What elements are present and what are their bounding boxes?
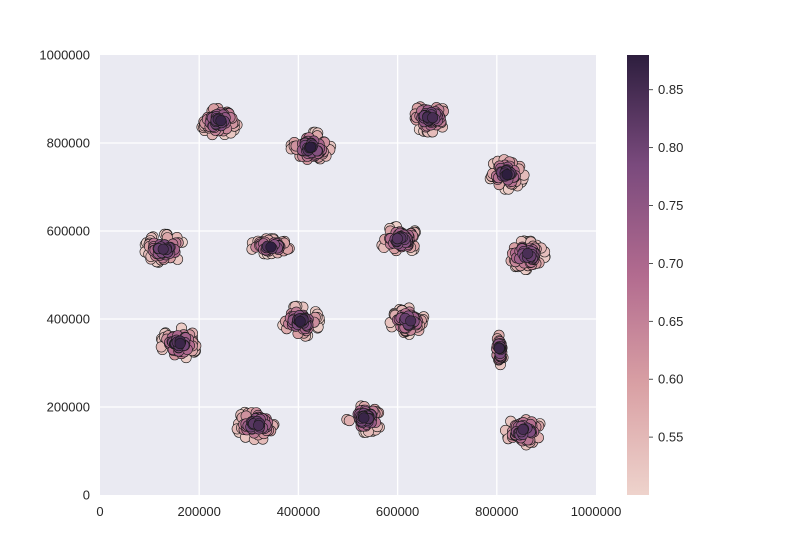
- x-tick-label: 800000: [475, 504, 518, 519]
- colorbar-tick-label: 0.80: [658, 140, 683, 155]
- cluster-6: [246, 233, 295, 260]
- x-tick-label: 200000: [178, 504, 221, 519]
- colorbar-tick-label: 0.70: [658, 256, 683, 271]
- cluster-13: [231, 406, 280, 445]
- colorbar-tick-label: 0.85: [658, 82, 683, 97]
- data-points: [139, 101, 551, 451]
- colorbar-tick-labels: 0.55 0.60 0.65 0.70 0.75 0.80 0.85: [649, 82, 683, 445]
- data-point: [522, 247, 534, 259]
- data-point: [265, 241, 277, 253]
- colorbar-tick-label: 0.75: [658, 198, 683, 213]
- data-point: [157, 243, 169, 255]
- y-tick-label: 1000000: [39, 48, 90, 63]
- data-point: [174, 338, 186, 350]
- cluster-1: [196, 103, 243, 141]
- data-point: [427, 112, 439, 124]
- data-point: [405, 315, 417, 327]
- data-point: [493, 342, 505, 354]
- x-tick-label: 1000000: [571, 504, 622, 519]
- colorbar-tick-label: 0.65: [658, 314, 683, 329]
- x-tick-label: 0: [96, 504, 103, 519]
- colorbar-tick-label: 0.55: [658, 430, 683, 445]
- data-point: [343, 415, 355, 427]
- x-tick-label: 400000: [277, 504, 320, 519]
- cluster-10: [277, 300, 325, 342]
- data-point: [305, 141, 317, 153]
- cluster-3: [409, 101, 449, 138]
- data-point: [517, 423, 529, 435]
- data-point: [391, 233, 403, 245]
- colorbar-gradient: [627, 55, 649, 495]
- cluster-15: [499, 414, 546, 451]
- data-point: [501, 169, 513, 181]
- y-tick-label: 200000: [47, 400, 90, 415]
- x-axis-tick-labels: 0 200000 400000 600000 800000 1000000: [96, 504, 621, 519]
- colorbar: 0.55 0.60 0.65 0.70 0.75 0.80 0.85: [627, 55, 683, 495]
- cluster-7: [376, 221, 421, 257]
- data-point: [294, 315, 306, 327]
- data-point: [253, 419, 265, 431]
- y-tick-label: 0: [83, 488, 90, 503]
- x-tick-label: 600000: [376, 504, 419, 519]
- cluster-9: [155, 322, 202, 364]
- cluster-2: [285, 126, 337, 165]
- data-point: [358, 412, 370, 424]
- cluster-12: [491, 329, 509, 371]
- y-axis-tick-labels: 0 200000 400000 600000 800000 1000000: [39, 48, 90, 503]
- cluster-11: [384, 302, 430, 340]
- colorbar-tick-label: 0.60: [658, 372, 683, 387]
- y-tick-label: 600000: [47, 224, 90, 239]
- cluster-8: [505, 235, 551, 275]
- data-point: [215, 115, 227, 127]
- y-tick-label: 400000: [47, 312, 90, 327]
- cluster-14: [341, 400, 385, 438]
- cluster-5: [139, 228, 188, 268]
- y-tick-label: 800000: [47, 136, 90, 151]
- cluster-4: [484, 154, 530, 195]
